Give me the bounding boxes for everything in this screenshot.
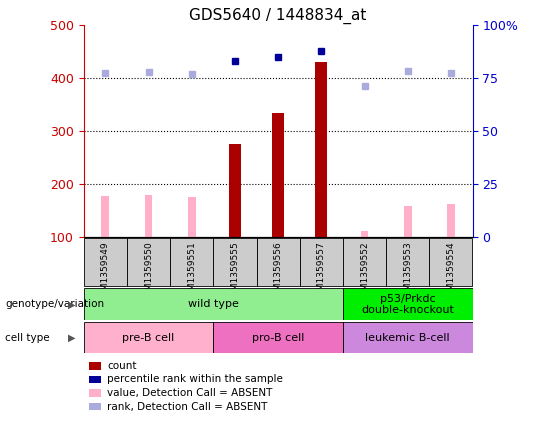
Text: value, Detection Call = ABSENT: value, Detection Call = ABSENT	[107, 388, 273, 398]
Bar	[170, 238, 213, 286]
Bar	[102, 196, 109, 237]
Bar	[84, 288, 343, 320]
Text: genotype/variation: genotype/variation	[5, 299, 105, 309]
Text: pro-B cell: pro-B cell	[252, 332, 304, 343]
Text: wild type: wild type	[188, 299, 239, 309]
Text: GSM1359554: GSM1359554	[447, 241, 455, 302]
Text: percentile rank within the sample: percentile rank within the sample	[107, 374, 284, 385]
Text: GSM1359549: GSM1359549	[101, 241, 110, 302]
Text: count: count	[107, 361, 137, 371]
Bar	[343, 322, 472, 353]
Text: leukemic B-cell: leukemic B-cell	[366, 332, 450, 343]
Bar	[315, 63, 327, 237]
Bar	[386, 238, 429, 286]
Title: GDS5640 / 1448834_at: GDS5640 / 1448834_at	[190, 8, 367, 24]
Text: GSM1359557: GSM1359557	[317, 241, 326, 302]
Text: GSM1359553: GSM1359553	[403, 241, 412, 302]
Bar	[145, 195, 152, 237]
Text: ▶: ▶	[68, 299, 76, 309]
Bar	[84, 322, 213, 353]
Text: rank, Detection Call = ABSENT: rank, Detection Call = ABSENT	[107, 401, 268, 412]
Bar	[343, 288, 472, 320]
Text: GSM1359556: GSM1359556	[274, 241, 282, 302]
Text: GSM1359550: GSM1359550	[144, 241, 153, 302]
Bar	[272, 113, 284, 237]
Text: p53/Prkdc
double-knockout: p53/Prkdc double-knockout	[361, 294, 454, 315]
Text: GSM1359552: GSM1359552	[360, 241, 369, 302]
Bar	[429, 238, 472, 286]
Text: GSM1359551: GSM1359551	[187, 241, 196, 302]
Text: ▶: ▶	[68, 332, 76, 343]
Bar	[229, 144, 241, 237]
Bar	[361, 231, 368, 237]
Bar	[404, 206, 411, 237]
Bar	[300, 238, 343, 286]
Bar	[213, 238, 256, 286]
Bar	[213, 322, 343, 353]
Bar	[343, 238, 386, 286]
Bar	[127, 238, 170, 286]
Bar	[188, 197, 195, 237]
Bar	[256, 238, 300, 286]
Bar	[447, 204, 455, 237]
Text: cell type: cell type	[5, 332, 50, 343]
Bar	[84, 238, 127, 286]
Text: GSM1359555: GSM1359555	[231, 241, 239, 302]
Text: pre-B cell: pre-B cell	[123, 332, 174, 343]
